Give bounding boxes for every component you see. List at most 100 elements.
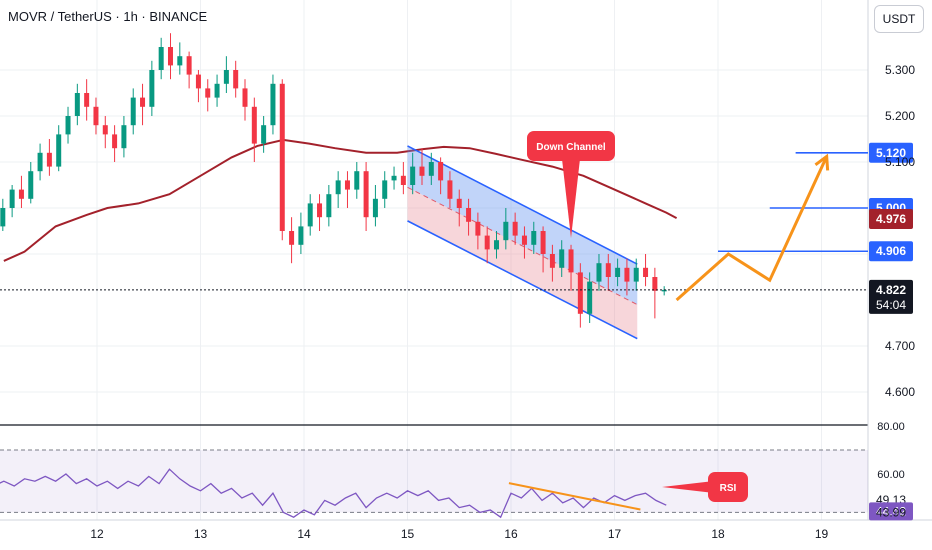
currency-unit-button[interactable]: USDT (874, 5, 924, 33)
level-label: 5.120 (876, 146, 906, 160)
candle (447, 180, 453, 199)
candle (74, 93, 80, 116)
callouts: Down Channel RSI (527, 131, 748, 502)
ma-value-badge (869, 209, 913, 230)
candle (177, 56, 183, 66)
price-tick-label: 5.300 (885, 63, 915, 77)
candle (391, 175, 397, 181)
current-price-label: 4.822 (876, 283, 906, 297)
candle (37, 152, 43, 172)
candle (167, 47, 173, 66)
candle (568, 249, 574, 273)
candle (372, 198, 378, 218)
candle (93, 106, 99, 126)
candle (605, 263, 611, 277)
price-tick-label: 5.200 (885, 109, 915, 123)
candle (140, 97, 146, 107)
candle (363, 171, 369, 218)
rsi-value-badge (869, 502, 913, 521)
candle (158, 47, 164, 70)
candle (102, 125, 108, 135)
rsi-value-label: 44.42 (876, 504, 906, 518)
projection-path (675, 153, 830, 302)
rsi-divergence-line (508, 482, 641, 511)
time-tick-label: 19 (815, 527, 829, 541)
current-price-badge (869, 279, 913, 314)
candle (344, 180, 350, 190)
candle (195, 74, 201, 89)
candle (410, 166, 416, 185)
candle (559, 249, 565, 268)
candle (112, 134, 118, 149)
candle (354, 171, 360, 190)
candle (65, 116, 71, 135)
time-tick-label: 14 (297, 527, 311, 541)
time-tick-label: 17 (608, 527, 622, 541)
candle (624, 267, 630, 282)
candle (494, 240, 500, 250)
price-grid (0, 0, 932, 521)
down-channel-callout (527, 131, 615, 161)
candle (307, 203, 313, 227)
down-channel-label: Down Channel (536, 142, 606, 153)
price-tick-label: 4.600 (885, 385, 915, 399)
candle (261, 125, 267, 144)
candle (475, 221, 481, 236)
candle (438, 162, 444, 181)
candle (121, 125, 127, 149)
candle (84, 93, 90, 107)
candle (223, 70, 229, 84)
candle (521, 235, 527, 245)
candle (382, 180, 388, 199)
candle (484, 235, 490, 250)
candle (251, 106, 257, 144)
level-label: 4.906 (876, 244, 906, 258)
time-tick-label: 12 (90, 527, 104, 541)
rsi-tick-label: 60.00 (877, 469, 905, 481)
price-tick-label: 5.100 (885, 155, 915, 169)
candle (540, 231, 546, 254)
price-tick-label: 4.700 (885, 339, 915, 353)
rsi-line (0, 468, 667, 519)
channel-mid-line (407, 186, 638, 306)
candle (577, 272, 583, 314)
candle (549, 254, 555, 268)
moving-average-line (3, 138, 678, 262)
candle (28, 171, 34, 199)
candle (298, 226, 304, 245)
candle (466, 208, 472, 222)
candle (205, 88, 211, 98)
candle (456, 198, 462, 208)
candle (652, 277, 658, 291)
rsi-callout (708, 472, 748, 502)
rsi-pointer (662, 481, 714, 493)
candle (46, 152, 52, 167)
rsi-level-label: 43.99 (876, 505, 906, 519)
candle (18, 189, 24, 199)
time-tick-label: 16 (504, 527, 518, 541)
candle (279, 83, 285, 231)
candle (531, 231, 537, 245)
candle (512, 221, 518, 236)
candle (400, 175, 406, 185)
candle (186, 56, 192, 75)
down-channel-pointer (562, 159, 580, 238)
time-tick-label: 18 (711, 527, 725, 541)
candle (214, 83, 220, 98)
moving-average (3, 138, 678, 262)
rsi-tick-label: 80.00 (877, 421, 905, 433)
candle (615, 267, 621, 277)
bar-countdown-label: 54:04 (876, 298, 906, 312)
candle (587, 281, 593, 314)
level-badge (869, 241, 913, 262)
projection-line (675, 155, 829, 302)
rsi-panel (0, 468, 667, 519)
candle (633, 267, 639, 282)
candle (503, 221, 509, 241)
candle (643, 267, 649, 277)
time-tick-label: 15 (401, 527, 415, 541)
candle (242, 88, 248, 107)
rsi-callout-label: RSI (720, 483, 737, 494)
level-badge (869, 142, 913, 163)
